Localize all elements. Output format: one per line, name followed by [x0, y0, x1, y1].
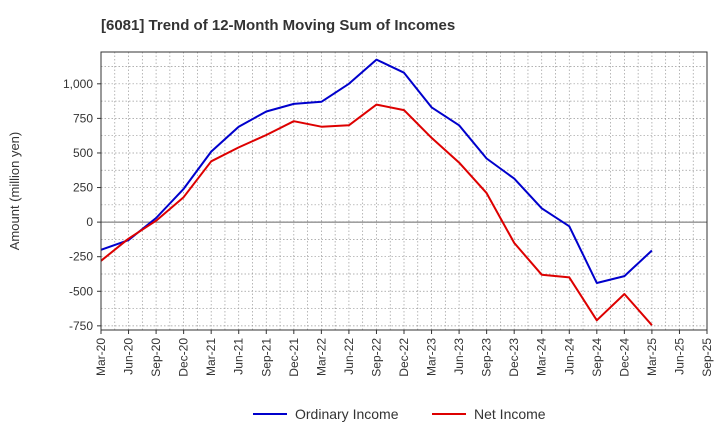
x-tick-label: Jun-23 [452, 338, 466, 375]
x-tick-label: Dec-23 [507, 338, 521, 377]
x-tick-label: Sep-23 [480, 338, 494, 377]
x-tick-label: Sep-21 [259, 338, 273, 377]
x-tick-label: Mar-20 [94, 338, 108, 376]
x-tick-label: Dec-21 [287, 338, 301, 377]
legend: Ordinary Income Net Income [253, 406, 546, 422]
x-tick-label: Jun-24 [562, 338, 576, 375]
x-tick-label: Sep-22 [369, 338, 383, 377]
x-tick-label: Dec-22 [397, 338, 411, 377]
y-tick-label: -250 [69, 250, 93, 264]
x-tick-label: Sep-25 [700, 338, 714, 377]
x-tick-label: Mar-21 [204, 338, 218, 376]
y-tick-label: 1,000 [63, 77, 93, 91]
x-tick-label: Mar-22 [314, 338, 328, 376]
x-tick-label: Mar-23 [425, 338, 439, 376]
x-tick-label: Dec-24 [617, 338, 631, 377]
x-tick-label: Sep-20 [149, 338, 163, 377]
x-tick-label: Mar-24 [535, 338, 549, 376]
chart-title: [6081] Trend of 12-Month Moving Sum of I… [101, 17, 455, 34]
x-tick-label: Jun-21 [232, 338, 246, 375]
plot-area [101, 52, 707, 330]
y-tick-label: 500 [73, 146, 93, 160]
y-tick-label: 0 [86, 215, 93, 229]
x-tick-labels: Mar-20 Jun-20 Sep-20 Dec-20 Mar-21 Jun-21 Sep-… [94, 330, 714, 377]
y-tick-label: -500 [69, 284, 93, 298]
x-tick-label: Jun-22 [342, 338, 356, 375]
x-tick-label: Jun-20 [122, 338, 136, 375]
y-tick-label: 750 [73, 111, 93, 125]
y-tick-labels: -750 -500 -250 0 250 500 750 1,000 [63, 77, 101, 333]
x-tick-label: Sep-24 [590, 338, 604, 377]
series-lines [100, 58, 653, 326]
x-tick-label: Dec-20 [177, 338, 191, 377]
series-line-net-income [100, 103, 653, 326]
x-tick-label: Jun-25 [672, 338, 686, 375]
y-tick-label: -750 [69, 319, 93, 333]
x-tick-label: Mar-25 [645, 338, 659, 376]
y-axis-label: Amount (million yen) [7, 132, 22, 251]
series-line-ordinary-income [100, 58, 653, 284]
y-tick-label: 250 [73, 181, 93, 195]
legend-label: Ordinary Income [295, 406, 399, 422]
legend-label: Net Income [474, 406, 546, 422]
